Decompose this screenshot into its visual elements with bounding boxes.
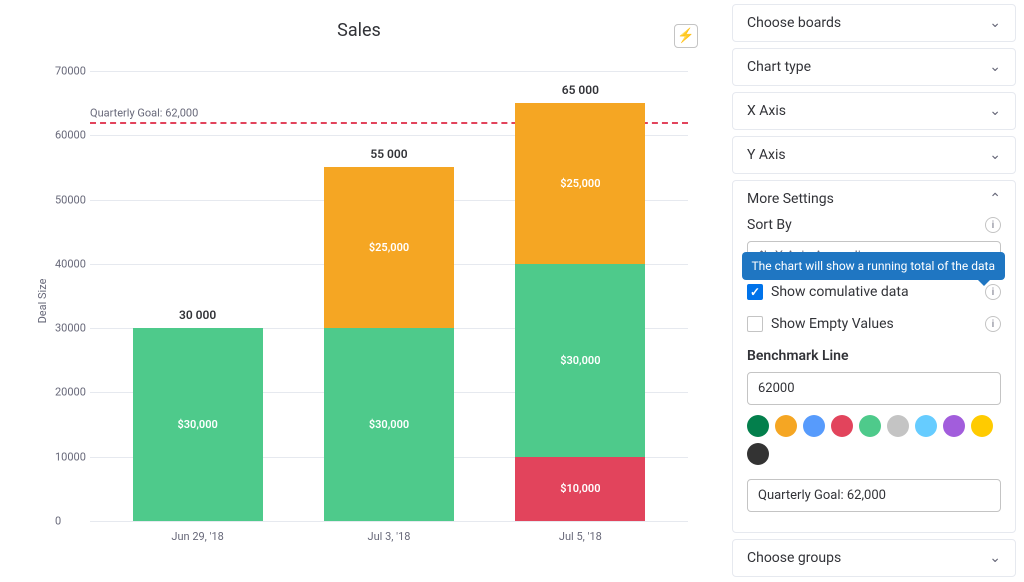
color-swatch[interactable]	[943, 415, 965, 437]
y-tick-label: 40000	[55, 257, 86, 270]
section-label: Choose boards	[747, 15, 841, 31]
bar-group: 30 000$30,000	[133, 328, 263, 521]
chart-plot: 010000200003000040000500006000070000Quar…	[90, 71, 688, 521]
section-header[interactable]: More Settings ⌃	[747, 191, 1001, 207]
bar-total-label: 30 000	[133, 308, 263, 322]
color-swatch[interactable]	[859, 415, 881, 437]
check-icon: ✓	[750, 285, 760, 299]
bar-segment[interactable]: $25,000	[515, 103, 645, 264]
y-tick-label: 10000	[55, 450, 86, 463]
section-choose-boards[interactable]: Choose boards ⌄	[732, 4, 1016, 42]
chevron-down-icon: ⌄	[989, 59, 1001, 75]
benchmark-label: Quarterly Goal: 62,000	[90, 107, 198, 120]
color-swatch[interactable]	[803, 415, 825, 437]
show-cumulative-label: Show comulative data	[771, 284, 909, 300]
more-settings-body: Sort By i ⇅ X Axis Ascending ▾ The chart…	[747, 207, 1001, 522]
color-swatch[interactable]	[915, 415, 937, 437]
benchmark-line-label: Benchmark Line	[747, 348, 1001, 364]
y-tick-label: 0	[55, 515, 61, 528]
chevron-down-icon: ⌄	[989, 15, 1001, 31]
section-label: More Settings	[747, 191, 834, 207]
benchmark-label-input[interactable]: Quarterly Goal: 62,000	[747, 479, 1001, 512]
y-tick-label: 60000	[55, 129, 86, 142]
info-icon[interactable]: i	[985, 217, 1001, 233]
bar-segment[interactable]: $30,000	[133, 328, 263, 521]
color-swatch[interactable]	[831, 415, 853, 437]
color-swatch[interactable]	[887, 415, 909, 437]
y-tick-label: 30000	[55, 322, 86, 335]
section-label: X Axis	[747, 103, 786, 119]
section-label: Choose groups	[747, 550, 841, 566]
cumulative-tooltip: The chart will show a running total of t…	[742, 252, 1006, 280]
show-cumulative-row: The chart will show a running total of t…	[747, 284, 1001, 300]
show-cumulative-checkbox[interactable]: ✓	[747, 284, 763, 300]
bar-total-label: 55 000	[324, 147, 454, 161]
info-icon[interactable]: i	[985, 316, 1001, 332]
lightning-icon: ⚡	[677, 28, 694, 44]
color-swatch[interactable]	[747, 443, 769, 465]
bar-group: 65 000$10,000$30,000$25,000	[515, 103, 645, 521]
bar-segment[interactable]: $10,000	[515, 457, 645, 521]
gridline	[90, 521, 688, 522]
section-y-axis[interactable]: Y Axis ⌄	[732, 136, 1016, 174]
bar-segment[interactable]: $30,000	[324, 328, 454, 521]
sort-by-label-row: Sort By i	[747, 217, 1001, 233]
settings-panel: Choose boards ⌄ Chart type ⌄ X Axis ⌄ Y …	[728, 0, 1024, 582]
section-label: Chart type	[747, 59, 811, 75]
color-swatch[interactable]	[971, 415, 993, 437]
chart-canvas: Deal Size 010000200003000040000500006000…	[60, 51, 708, 551]
benchmark-value-input[interactable]: 62000	[747, 372, 1001, 405]
color-swatch[interactable]	[747, 415, 769, 437]
section-choose-groups[interactable]: Choose groups ⌄	[732, 539, 1016, 577]
x-tick-label: Jun 29, '18	[171, 530, 223, 543]
info-icon[interactable]: i	[985, 284, 1001, 300]
section-chart-type[interactable]: Chart type ⌄	[732, 48, 1016, 86]
gridline	[90, 71, 688, 72]
chevron-down-icon: ⌄	[989, 147, 1001, 163]
chevron-down-icon: ⌄	[989, 103, 1001, 119]
chart-area: Sales ⚡ Deal Size 0100002000030000400005…	[0, 0, 728, 582]
y-tick-label: 50000	[55, 193, 86, 206]
bar-segment[interactable]: $30,000	[515, 264, 645, 457]
show-empty-checkbox[interactable]	[747, 316, 763, 332]
chevron-up-icon: ⌃	[989, 191, 1001, 207]
x-tick-label: Jul 5, '18	[559, 530, 602, 543]
show-empty-label: Show Empty Values	[771, 316, 894, 332]
y-tick-label: 70000	[55, 65, 86, 78]
section-x-axis[interactable]: X Axis ⌄	[732, 92, 1016, 130]
bar-segment[interactable]: $25,000	[324, 167, 454, 328]
color-swatches	[747, 415, 1001, 465]
section-label: Y Axis	[747, 147, 786, 163]
color-swatch[interactable]	[775, 415, 797, 437]
y-axis-label: Deal Size	[36, 279, 49, 324]
show-empty-row: Show Empty Values i	[747, 316, 1001, 332]
bar-group: 55 000$30,000$25,000	[324, 167, 454, 521]
sort-by-label: Sort By	[747, 217, 792, 233]
y-tick-label: 20000	[55, 386, 86, 399]
x-tick-label: Jul 3, '18	[368, 530, 411, 543]
chevron-down-icon: ⌄	[989, 550, 1001, 566]
bar-total-label: 65 000	[515, 83, 645, 97]
chart-title: Sales	[10, 20, 708, 41]
lightning-button[interactable]: ⚡	[674, 24, 698, 48]
section-more-settings: More Settings ⌃ Sort By i ⇅ X Axis Ascen…	[732, 180, 1016, 533]
